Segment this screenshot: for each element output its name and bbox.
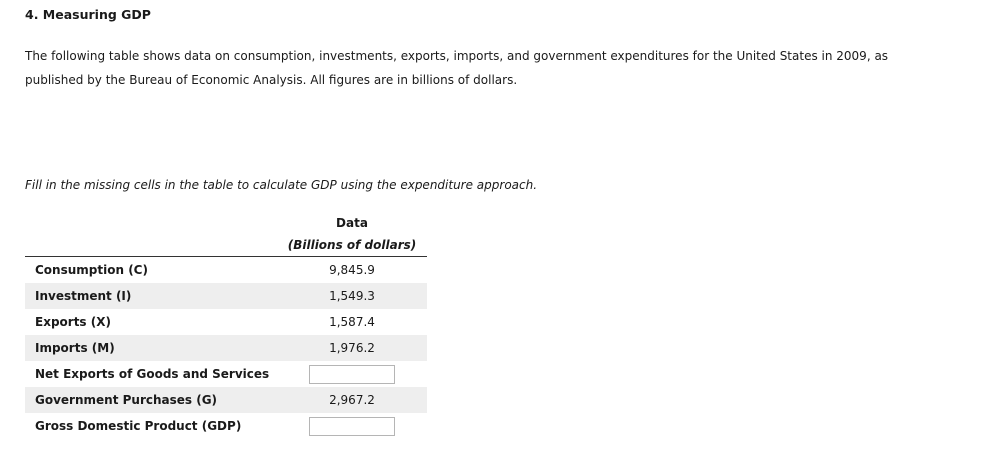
question-title: 4. Measuring GDP [25, 7, 151, 22]
gdp-table: Data (Billions of dollars) Consumption (… [25, 212, 427, 439]
table-row-exports: Exports (X) 1,587.4 [25, 309, 427, 335]
row-value: 1,976.2 [277, 335, 427, 361]
row-label: Exports (X) [35, 315, 111, 329]
row-value: 1,549.3 [277, 283, 427, 309]
header-blank-cell [25, 234, 277, 257]
column-header-units: (Billions of dollars) [277, 234, 427, 257]
column-header-data: Data [336, 216, 368, 230]
row-value-cell [277, 361, 427, 387]
row-value: 2,967.2 [277, 387, 427, 413]
intro-line-2: published by the Bureau of Economic Anal… [25, 73, 518, 87]
table-row-gdp: Gross Domestic Product (GDP) [25, 413, 427, 439]
table-header-row-2: (Billions of dollars) [25, 234, 427, 257]
row-label: Gross Domestic Product (GDP) [35, 419, 242, 433]
row-label: Net Exports of Goods and Services [35, 367, 270, 381]
header-blank-cell [25, 212, 277, 234]
row-value-cell [277, 413, 427, 439]
row-value: 1,587.4 [329, 315, 375, 329]
table-row-consumption: Consumption (C) 9,845.9 [25, 257, 427, 284]
intro-paragraph: The following table shows data on consum… [25, 44, 925, 92]
table-row-imports: Imports (M) 1,976.2 [25, 335, 427, 361]
row-value: 9,845.9 [329, 263, 375, 277]
row-label: Consumption (C) [35, 263, 148, 277]
instruction-text: Fill in the missing cells in the table t… [25, 178, 538, 192]
row-label: Government Purchases (G) [25, 387, 277, 413]
row-label: Imports (M) [25, 335, 277, 361]
intro-line-1: The following table shows data on consum… [25, 49, 889, 63]
table-row-investment: Investment (I) 1,549.3 [25, 283, 427, 309]
net-exports-input[interactable] [309, 364, 395, 384]
table-row-government-purchases: Government Purchases (G) 2,967.2 [25, 387, 427, 413]
table-row-net-exports: Net Exports of Goods and Services [25, 361, 427, 387]
row-label: Investment (I) [25, 283, 277, 309]
table-header-row-1: Data [25, 212, 427, 234]
gdp-input[interactable] [309, 416, 395, 436]
